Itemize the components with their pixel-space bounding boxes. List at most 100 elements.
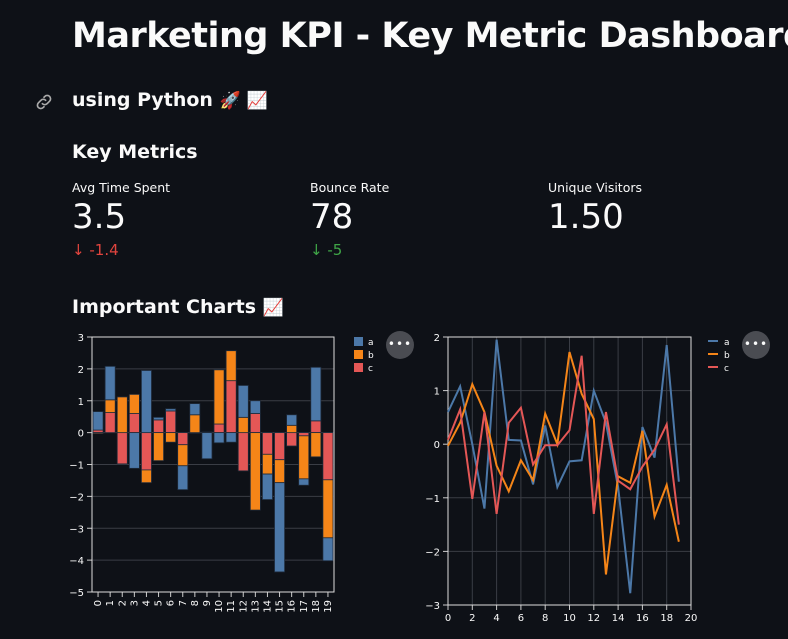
bar-a-6 [165, 408, 177, 412]
bar-c-14 [261, 432, 273, 455]
arrow-down-icon: ↓ [72, 241, 85, 259]
x-tick-label: 14 [262, 600, 273, 613]
x-tick-label: 0 [93, 600, 104, 606]
x-tick-label: 4 [141, 600, 152, 606]
x-tick-label: 12 [587, 613, 600, 624]
chart-menu-button[interactable]: ••• [386, 331, 414, 359]
metric-unique-visitors: Unique Visitors 1.50 [548, 180, 642, 237]
bar-a-3 [128, 432, 140, 469]
bar-b-10 [213, 369, 225, 425]
x-tick-label: 12 [238, 600, 249, 613]
bar-c-1 [104, 412, 116, 434]
plot-frame [447, 336, 692, 606]
legend-label-c: c [368, 364, 373, 374]
y-tick-label: −1 [425, 494, 440, 505]
important-charts-heading: Important Charts 📈 [72, 296, 284, 318]
plot-frame [91, 336, 335, 593]
bar-c-5 [153, 419, 165, 434]
x-tick-label: 2 [117, 600, 128, 606]
y-tick-label: 0 [434, 440, 440, 451]
x-tick-label: 16 [287, 600, 298, 613]
bar-a-9 [201, 432, 213, 460]
metric-label: Bounce Rate [310, 180, 390, 195]
page-title: Marketing KPI - Key Metric Dashboard [72, 16, 788, 56]
y-tick-label: −2 [69, 492, 84, 503]
x-tick-label: 2 [469, 613, 475, 624]
metric-delta-value: -5 [327, 241, 343, 259]
x-tick-label: 7 [178, 600, 189, 606]
x-tick-label: 17 [299, 600, 310, 613]
x-tick-label: 4 [493, 613, 499, 624]
bar-a-4 [140, 370, 152, 434]
arrow-down-icon: ↓ [310, 241, 323, 259]
metric-avg-time-spent: Avg Time Spent 3.5 ↓ -1.4 [72, 180, 170, 259]
legend-swatch-c [354, 363, 363, 372]
y-tick-label: 1 [434, 387, 440, 398]
subtitle: using Python 🚀 📈 [72, 89, 268, 111]
bar-b-14 [261, 453, 273, 475]
x-tick-label: 11 [226, 600, 237, 613]
y-tick-label: 0 [78, 429, 84, 440]
bar-a-14 [261, 473, 273, 500]
bar-a-0 [92, 411, 104, 431]
x-tick-label: 5 [154, 600, 165, 606]
x-tick-label: 13 [250, 600, 261, 613]
legend-label-b: b [724, 351, 730, 361]
bar-c-11 [225, 380, 237, 434]
y-tick-label: 3 [78, 333, 84, 344]
rocket-chart-emoji-icon: 🚀 📈 [219, 91, 268, 111]
x-tick-label: 3 [129, 600, 140, 606]
bar-c-19 [322, 432, 334, 481]
x-tick-label: 6 [518, 613, 524, 624]
bar-c-7 [177, 432, 189, 446]
chart-menu-button[interactable]: ••• [742, 331, 770, 359]
bar-c-10 [213, 423, 225, 434]
y-tick-label: −5 [69, 588, 84, 599]
metric-delta-value: -1.4 [89, 241, 119, 259]
bar-b-3 [128, 393, 140, 414]
bar-b-8 [189, 414, 201, 434]
metric-label: Unique Visitors [548, 180, 643, 195]
y-tick-label: −3 [69, 524, 84, 535]
x-tick-label: 19 [323, 600, 334, 613]
bar-a-7 [177, 465, 189, 491]
bar-b-12 [237, 416, 249, 434]
bar-c-4 [140, 432, 152, 471]
x-tick-label: 10 [563, 613, 576, 624]
link-icon[interactable] [34, 92, 54, 112]
x-tick-label: 0 [445, 613, 451, 624]
bar-b-4 [140, 469, 152, 484]
x-tick-label: 10 [214, 600, 225, 613]
bar-b-17 [298, 435, 310, 480]
bar-b-15 [274, 459, 286, 484]
legend-label-c: c [724, 364, 729, 374]
key-metrics-heading: Key Metrics [72, 141, 198, 163]
bar-a-13 [249, 400, 261, 414]
subtitle-text: using Python [72, 89, 213, 111]
bar-a-1 [104, 365, 116, 401]
bar-b-19 [322, 479, 334, 539]
bar-b-16 [286, 424, 298, 434]
bar-c-12 [237, 432, 249, 472]
bar-a-15 [274, 482, 286, 573]
bar-b-1 [104, 399, 116, 413]
x-tick-label: 16 [636, 613, 649, 624]
y-tick-label: 2 [78, 365, 84, 376]
bar-c-6 [165, 410, 177, 434]
x-tick-label: 15 [275, 600, 286, 613]
legend-label-b: b [368, 351, 374, 361]
bar-c-18 [310, 420, 322, 434]
legend-label-a: a [724, 338, 730, 348]
legend-swatch-b [354, 350, 363, 359]
bar-a-12 [237, 385, 249, 418]
x-tick-label: 8 [190, 600, 201, 606]
x-tick-label: 20 [685, 613, 698, 624]
x-tick-label: 18 [660, 613, 673, 624]
bar-a-19 [322, 537, 334, 562]
metric-label: Avg Time Spent [72, 180, 171, 195]
bar-c-16 [286, 432, 298, 447]
bar-c-3 [128, 413, 140, 434]
metric-delta: ↓ -1.4 [72, 241, 170, 259]
